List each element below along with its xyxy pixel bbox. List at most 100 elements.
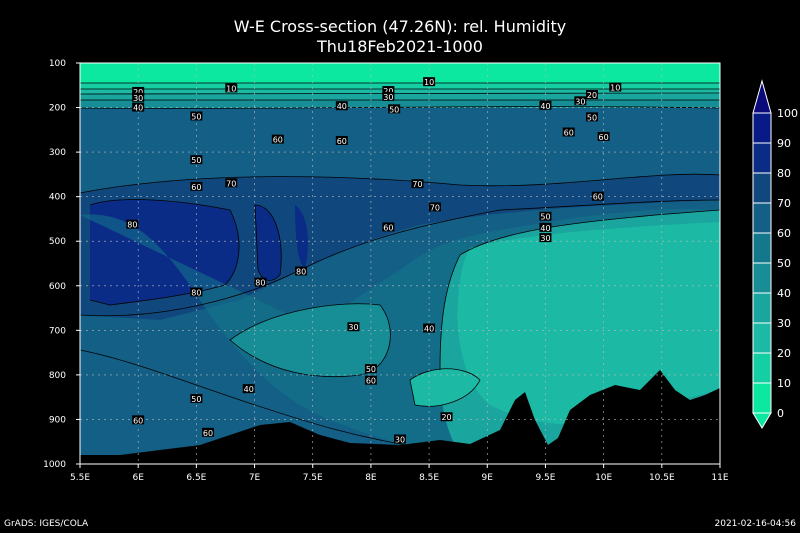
contour-label: 50 — [191, 112, 201, 121]
contour-label-bg — [382, 222, 395, 232]
contour-label: 70 — [412, 180, 422, 189]
y-tick-label: 300 — [49, 148, 66, 158]
y-tick-label: 200 — [49, 104, 66, 114]
contour-label: 10 — [226, 84, 236, 93]
colorbar-segment — [752, 232, 772, 264]
contour-label-bg — [225, 178, 238, 188]
colorbar-segment — [752, 352, 772, 384]
contour-label: 30 — [540, 234, 550, 243]
colorbar-label: 70 — [777, 197, 791, 210]
x-tick-label: 6.5E — [186, 473, 206, 483]
x-axis: 5.5E 6E 6.5E 7E 7.5E 8E 8.5E 9E 9.5E 10E 10.5E 11E — [70, 464, 729, 483]
band-80-plume-2 — [295, 205, 308, 268]
colorbar-top-arrow — [752, 79, 772, 114]
band-40-lobe — [230, 303, 391, 377]
contour-label: 40 — [540, 224, 550, 233]
y-tick-label: 100 — [49, 59, 66, 69]
colorbar-label: 40 — [777, 287, 791, 300]
contour-label: 40 — [424, 325, 434, 334]
band-20-region — [457, 222, 720, 425]
colorbar-label: 60 — [777, 227, 791, 240]
contour-label-bg — [539, 222, 552, 232]
contour-label: 50 — [389, 105, 399, 114]
humidity-field-background — [80, 63, 720, 464]
contour-label: 60 — [593, 193, 603, 202]
band-10-top-strip — [80, 83, 720, 89]
chart-subtitle: Thu18Feb2021-1000 — [317, 37, 483, 56]
contour-label-bg — [190, 287, 203, 297]
contour-label: 40 — [337, 102, 347, 111]
plot-frame — [79, 62, 721, 465]
contour-label: 30 — [575, 97, 585, 106]
contour-label: 70 — [430, 203, 440, 212]
contour-label-bg — [382, 91, 395, 101]
y-axis: 100 200 300 400 500 600 700 800 900 1000 — [43, 59, 80, 470]
contour-label-bg — [574, 96, 587, 106]
band-40-top-strip — [80, 100, 720, 108]
contour-label-bg — [597, 131, 610, 141]
colorbar-label: 90 — [777, 137, 791, 150]
contour-label: 40 — [133, 104, 143, 113]
colorbar-segment — [752, 172, 772, 204]
contour-label: 10 — [424, 78, 434, 87]
x-tick-label: 9E — [482, 473, 494, 483]
contour-label-bg — [190, 181, 203, 191]
colorbar-segment — [752, 382, 772, 414]
contour-label: 50 — [191, 395, 201, 404]
contour-label: 10 — [610, 84, 620, 93]
contour-label: 30 — [133, 94, 143, 103]
contour-label: 50 — [366, 365, 376, 374]
contour-label: 30 — [395, 435, 405, 444]
contour-label: 60 — [383, 223, 393, 232]
terrain-mask — [80, 370, 720, 464]
colorbar-segment — [752, 112, 772, 144]
contour-label-bg — [539, 211, 552, 221]
contour-label-bg — [335, 135, 348, 145]
contour-label-bg — [126, 219, 139, 229]
contour-label-bg — [428, 202, 441, 212]
x-tick-label: 7.5E — [303, 473, 323, 483]
colorbar-label: 50 — [777, 257, 791, 270]
band-20-lobe — [410, 368, 480, 407]
contour-label-bg — [394, 434, 406, 444]
contour-label: 80 — [255, 279, 265, 288]
contour-label: 30 — [348, 323, 358, 332]
x-tick-label: 10E — [595, 473, 612, 483]
colorbar-label: 10 — [777, 377, 791, 390]
contour-label: 30 — [383, 93, 393, 102]
contour-label-bg — [440, 412, 453, 422]
x-tick-label: 10.5E — [649, 473, 675, 483]
footer-timestamp: 2021-02-16-04:56 — [714, 519, 797, 529]
contour-label: 60 — [133, 416, 143, 425]
contour-label: 60 — [203, 429, 213, 438]
band-50-region — [80, 209, 720, 455]
contour-lines — [79, 82, 721, 451]
contour-label: 60 — [337, 137, 347, 146]
contour-label-bg — [225, 83, 238, 93]
x-tick-label: 8.5E — [419, 473, 439, 483]
contour-label: 40 — [244, 385, 254, 394]
contour-label-bg — [335, 101, 348, 111]
contour-label-bg — [423, 77, 436, 87]
contour-label: 80 — [191, 288, 201, 297]
contour-label: 80 — [296, 268, 306, 277]
colorbar-label: 30 — [777, 317, 791, 330]
contour-label-bg — [202, 427, 214, 437]
colorbar-label: 100 — [777, 107, 798, 120]
contour-label: 50 — [587, 113, 597, 122]
contour-label: 60 — [564, 129, 574, 138]
contour-label-bg — [132, 415, 145, 425]
contour-label: 60 — [191, 183, 201, 192]
band-70-region — [80, 174, 720, 320]
band-20-top-strip — [80, 89, 720, 94]
y-tick-label: 700 — [49, 326, 66, 336]
colorbar-segment — [752, 292, 772, 324]
footer-credit: GrADS: IGES/COLA — [4, 519, 89, 529]
contour-label-bg — [132, 102, 145, 112]
contour-label-bg — [190, 393, 203, 403]
band-80-plume — [255, 205, 282, 281]
contour-label-bg — [591, 191, 604, 201]
